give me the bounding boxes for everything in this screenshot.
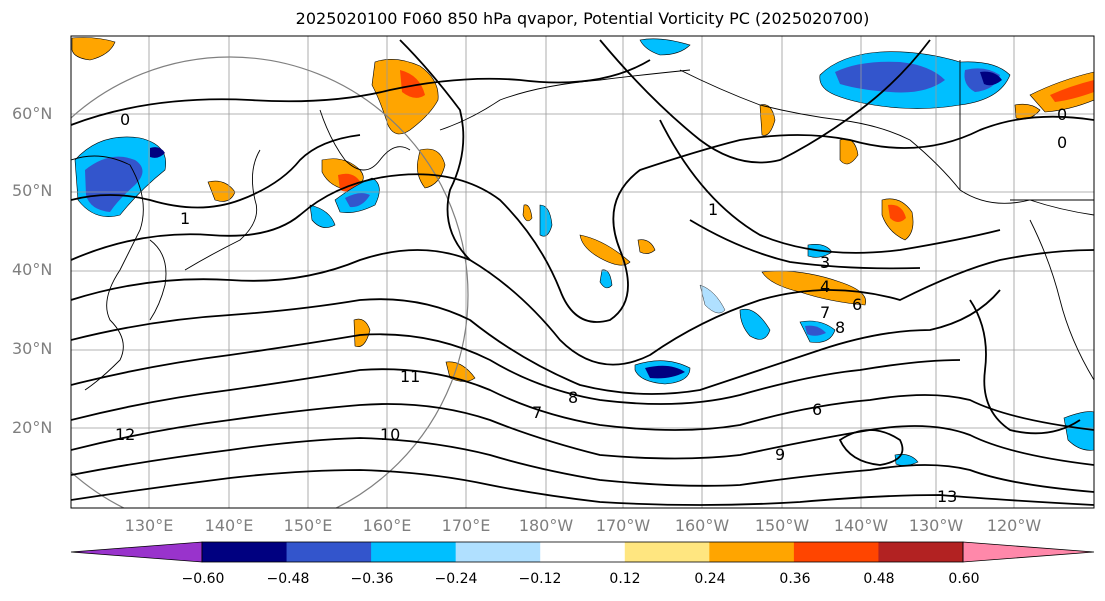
contour-label: 9 — [775, 445, 785, 464]
colorbar-outline — [201, 541, 964, 563]
colorbar-tick: −0.48 — [266, 571, 310, 587]
colorbar-tick: −0.60 — [181, 571, 225, 587]
contour-label: 4 — [820, 277, 830, 296]
map-frame — [70, 35, 1095, 509]
colorbar-segment — [793, 542, 879, 562]
colorbar-tick: −0.36 — [350, 571, 394, 587]
colorbar-segment — [709, 542, 795, 562]
contour-lines — [71, 39, 1094, 506]
map-title: 2025020100 F060 850 hPa qvapor, Potentia… — [295, 9, 870, 28]
contour-label: 12 — [115, 425, 135, 444]
lat-label-40n: 40°N — [12, 260, 53, 279]
contour-label: 1 — [180, 209, 190, 228]
colorbar-segment — [540, 542, 626, 562]
lat-label-60n: 60°N — [12, 104, 53, 123]
reference-circle — [71, 56, 469, 508]
contour-label: 10 — [380, 425, 400, 444]
colorbar-tick: −0.12 — [518, 571, 562, 587]
lat-label-30n: 30°N — [12, 339, 53, 358]
contour-label: 11 — [400, 367, 420, 386]
lon-label-170w: 170°W — [595, 516, 651, 535]
contour-label: 0 — [1057, 133, 1067, 152]
contour-label-group: 0 0 0 1 1 3 4 6 7 8 9 10 11 12 13 8 6 7 — [115, 105, 1067, 506]
colorbar-segment — [878, 542, 964, 562]
colorbar — [70, 541, 1095, 563]
lon-label-140e: 140°E — [204, 516, 254, 535]
contour-label: 6 — [852, 295, 862, 314]
contour-label: 7 — [820, 303, 830, 322]
colorbar-segment — [202, 542, 288, 562]
contour-label: 13 — [937, 487, 957, 506]
colorbar-segment — [286, 542, 372, 562]
colorbar-tick: 0.36 — [779, 571, 811, 587]
colorbar-tick: 0.24 — [694, 571, 726, 587]
contour-label: 8 — [835, 318, 845, 337]
lat-label-20n: 20°N — [12, 418, 53, 437]
colorbar-tick: 0.12 — [609, 571, 641, 587]
lon-label-150e: 150°E — [283, 516, 333, 535]
lon-label-180w: 180°W — [518, 516, 574, 535]
lat-label-50n: 50°N — [12, 181, 53, 200]
lon-label-160e: 160°E — [362, 516, 412, 535]
colorbar-tick: 0.48 — [863, 571, 895, 587]
lon-label-150w: 150°W — [754, 516, 810, 535]
colorbar-segment — [455, 542, 541, 562]
lon-label-130w: 130°W — [908, 516, 964, 535]
lon-label-140w: 140°W — [833, 516, 889, 535]
contour-label: 0 — [120, 110, 130, 129]
contour-label: 1 — [708, 200, 718, 219]
colorbar-tick: 0.60 — [948, 571, 980, 587]
contour-label: 7 — [532, 403, 542, 422]
lon-label-160w: 160°W — [674, 516, 730, 535]
shaded-field — [71, 37, 1094, 466]
colorbar-segment — [624, 542, 710, 562]
lon-label-130e: 130°E — [124, 516, 174, 535]
lon-label-120w: 120°W — [986, 516, 1042, 535]
colorbar-extend-max — [962, 541, 1095, 563]
lon-label-170e: 170°E — [441, 516, 491, 535]
contour-label: 8 — [568, 388, 578, 407]
colorbar-extend-min — [70, 541, 203, 563]
colorbar-tick: −0.24 — [434, 571, 478, 587]
colorbar-segment — [371, 542, 457, 562]
lat-lon-grid — [71, 36, 1094, 508]
contour-label: 3 — [820, 253, 830, 272]
map-plot-area: 0 0 0 1 1 3 4 6 7 8 9 10 11 12 13 8 6 7 — [71, 36, 1094, 508]
coastlines — [71, 60, 1094, 391]
contour-label: 0 — [1057, 105, 1067, 124]
contour-label: 6 — [812, 400, 822, 419]
